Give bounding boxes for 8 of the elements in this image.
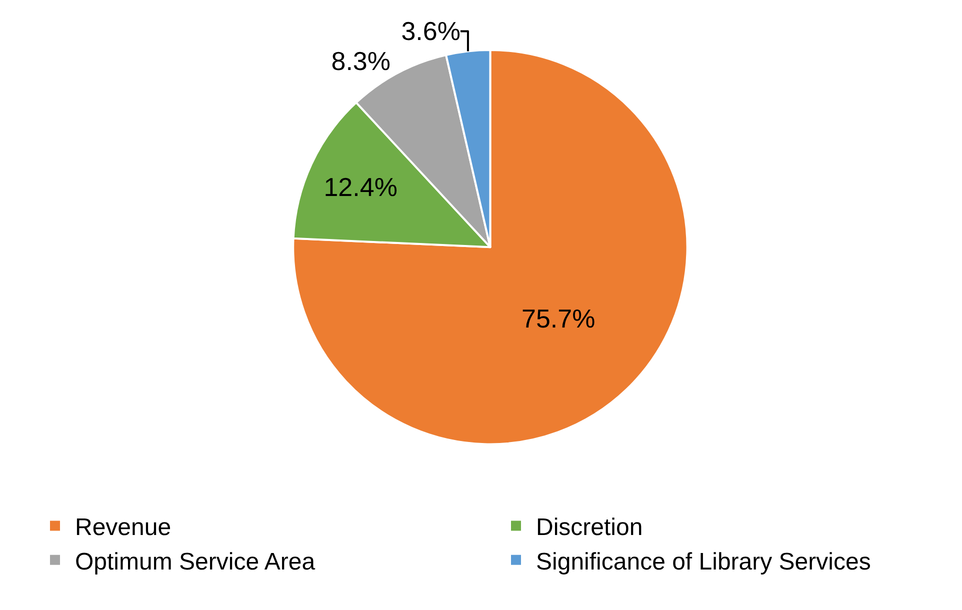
data-label: 8.3% — [331, 46, 390, 76]
data-label: 12.4% — [324, 172, 398, 202]
data-label: 75.7% — [521, 303, 596, 334]
legend-label: Optimum Service Area — [75, 548, 316, 576]
data-label: 3.6% — [401, 16, 460, 46]
legend-label: Significance of Library Services — [536, 548, 871, 576]
legend-label: Revenue — [75, 514, 172, 542]
legend-label: Discretion — [536, 514, 643, 542]
